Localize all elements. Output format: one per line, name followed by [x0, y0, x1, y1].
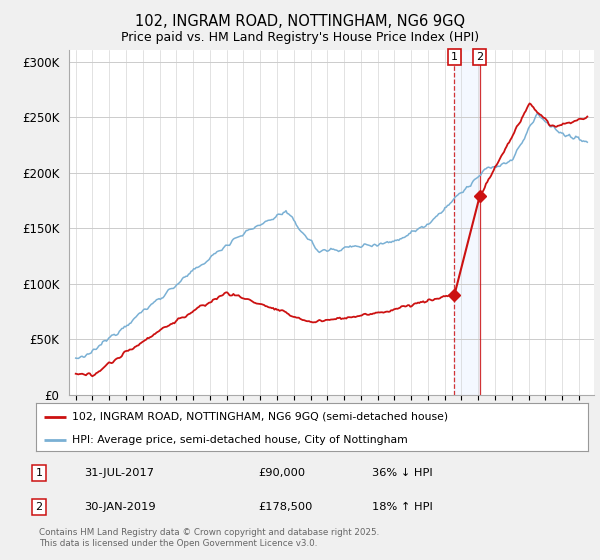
Text: £90,000: £90,000 — [258, 468, 305, 478]
Text: 2: 2 — [476, 52, 483, 62]
Text: 31-JUL-2017: 31-JUL-2017 — [84, 468, 154, 478]
Text: Contains HM Land Registry data © Crown copyright and database right 2025.
This d: Contains HM Land Registry data © Crown c… — [39, 528, 379, 548]
Text: 1: 1 — [35, 468, 43, 478]
Text: 1: 1 — [451, 52, 458, 62]
Text: 36% ↓ HPI: 36% ↓ HPI — [372, 468, 433, 478]
Text: 2: 2 — [35, 502, 43, 512]
Text: 18% ↑ HPI: 18% ↑ HPI — [372, 502, 433, 512]
Text: 102, INGRAM ROAD, NOTTINGHAM, NG6 9GQ: 102, INGRAM ROAD, NOTTINGHAM, NG6 9GQ — [135, 14, 465, 29]
Text: £178,500: £178,500 — [258, 502, 313, 512]
Bar — [454, 50, 479, 395]
Text: HPI: Average price, semi-detached house, City of Nottingham: HPI: Average price, semi-detached house,… — [72, 435, 407, 445]
Text: Price paid vs. HM Land Registry's House Price Index (HPI): Price paid vs. HM Land Registry's House … — [121, 31, 479, 44]
Text: 102, INGRAM ROAD, NOTTINGHAM, NG6 9GQ (semi-detached house): 102, INGRAM ROAD, NOTTINGHAM, NG6 9GQ (s… — [72, 412, 448, 422]
Text: 30-JAN-2019: 30-JAN-2019 — [84, 502, 155, 512]
